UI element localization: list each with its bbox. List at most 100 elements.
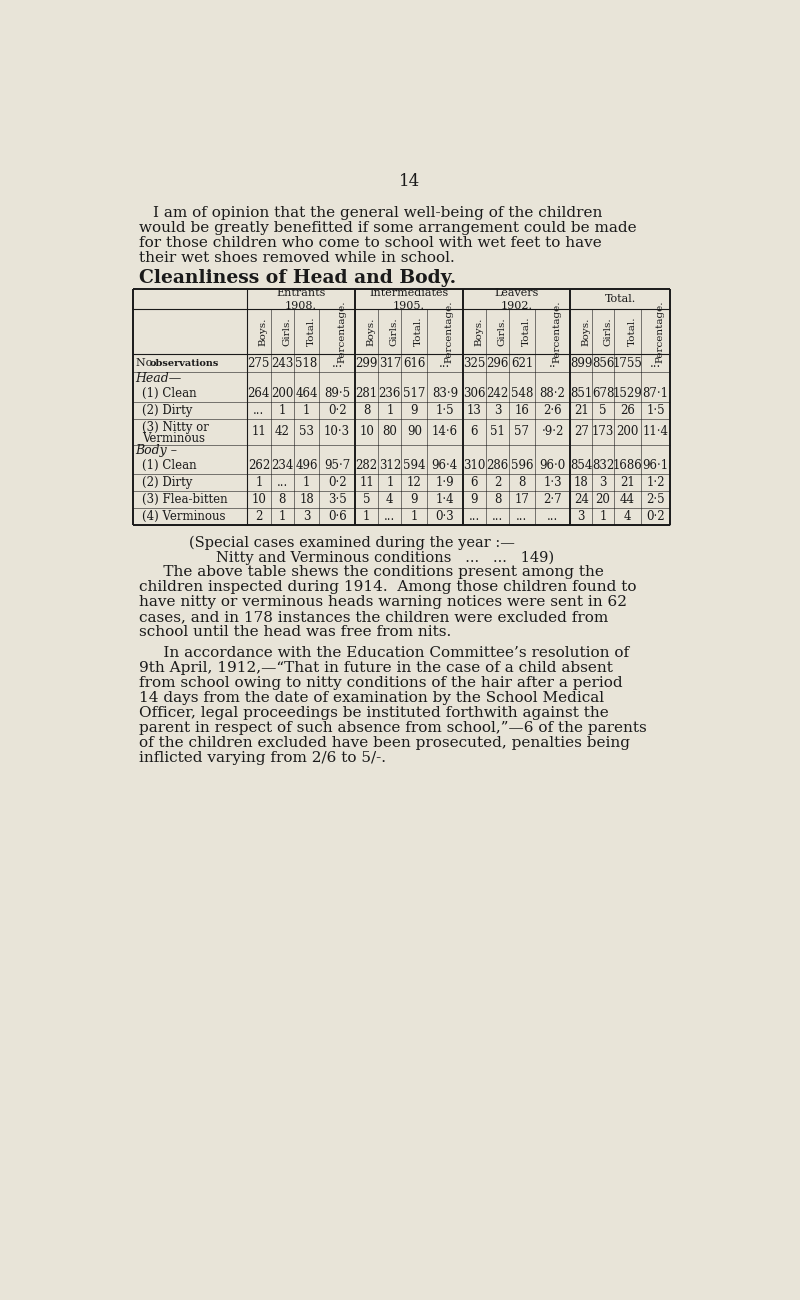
Text: have nitty or verminous heads warning notices were sent in 62: have nitty or verminous heads warning no…	[138, 595, 626, 608]
Text: (3) Flea-bitten: (3) Flea-bitten	[142, 493, 227, 506]
Text: Girls.: Girls.	[390, 317, 399, 346]
Text: 1: 1	[599, 510, 606, 523]
Text: (4) Verminous: (4) Verminous	[142, 510, 226, 523]
Text: 306: 306	[463, 386, 486, 399]
Text: The above table shews the conditions present among the: The above table shews the conditions pre…	[138, 566, 604, 578]
Text: 548: 548	[510, 386, 533, 399]
Text: 51: 51	[490, 425, 505, 438]
Text: Body –: Body –	[136, 445, 178, 458]
Text: 18: 18	[574, 476, 589, 489]
Text: (Special cases examined during the year :—: (Special cases examined during the year …	[189, 536, 515, 550]
Text: 9: 9	[410, 493, 418, 506]
Text: Girls.: Girls.	[498, 317, 506, 346]
Text: 2·6: 2·6	[543, 403, 562, 416]
Text: would be greatly benefitted if some arrangement could be made: would be greatly benefitted if some arra…	[138, 221, 636, 235]
Text: Percentage.: Percentage.	[656, 300, 665, 363]
Text: ...: ...	[384, 510, 395, 523]
Text: 10: 10	[251, 493, 266, 506]
Text: 1755: 1755	[613, 356, 642, 369]
Text: Officer, legal proceedings be instituted forthwith against the: Officer, legal proceedings be instituted…	[138, 706, 609, 720]
Text: 236: 236	[378, 386, 401, 399]
Text: Total.: Total.	[605, 294, 636, 304]
Text: 13: 13	[467, 403, 482, 416]
Text: (1) Clean: (1) Clean	[142, 459, 197, 472]
Text: Percentage.: Percentage.	[337, 300, 346, 363]
Text: 9: 9	[410, 403, 418, 416]
Text: Total.: Total.	[522, 317, 531, 346]
Text: from school owing to nitty conditions of the hair after a period: from school owing to nitty conditions of…	[138, 676, 622, 690]
Text: 57: 57	[514, 425, 530, 438]
Text: Verminous: Verminous	[142, 432, 205, 445]
Text: 4: 4	[624, 510, 631, 523]
Text: 3: 3	[494, 403, 502, 416]
Text: 1: 1	[410, 510, 418, 523]
Text: observations: observations	[150, 359, 219, 368]
Text: 594: 594	[403, 459, 426, 472]
Text: their wet shoes removed while in school.: their wet shoes removed while in school.	[138, 251, 454, 265]
Text: ...: ...	[469, 510, 480, 523]
Text: Cleanliness of Head and Body.: Cleanliness of Head and Body.	[138, 269, 456, 287]
Text: 2: 2	[255, 510, 262, 523]
Text: 243: 243	[271, 356, 294, 369]
Text: 9: 9	[470, 493, 478, 506]
Text: 80: 80	[382, 425, 398, 438]
Text: 0·2: 0·2	[328, 476, 346, 489]
Text: 517: 517	[403, 386, 426, 399]
Text: for those children who come to school with wet feet to have: for those children who come to school wi…	[138, 237, 602, 250]
Text: 264: 264	[248, 386, 270, 399]
Text: 854: 854	[570, 459, 593, 472]
Text: 299: 299	[355, 356, 378, 369]
Text: 5: 5	[599, 403, 606, 416]
Text: 10: 10	[359, 425, 374, 438]
Text: 325: 325	[463, 356, 486, 369]
Text: 899: 899	[570, 356, 593, 369]
Text: Nitty and Verminous conditions   ...   ...   149): Nitty and Verminous conditions ... ... 1…	[216, 551, 554, 566]
Text: 16: 16	[514, 403, 530, 416]
Text: 10·3: 10·3	[324, 425, 350, 438]
Text: 1: 1	[386, 476, 394, 489]
Text: 518: 518	[295, 356, 318, 369]
Text: 83·9: 83·9	[432, 386, 458, 399]
Text: 44: 44	[620, 493, 635, 506]
Text: 310: 310	[463, 459, 486, 472]
Text: (2) Dirty: (2) Dirty	[142, 403, 192, 416]
Text: Boys.: Boys.	[259, 317, 268, 346]
Text: 262: 262	[248, 459, 270, 472]
Text: 95·7: 95·7	[324, 459, 350, 472]
Text: 9th April, 1912,—“That in future in the case of a child absent: 9th April, 1912,—“That in future in the …	[138, 662, 613, 675]
Text: 851: 851	[570, 386, 593, 399]
Text: 317: 317	[378, 356, 401, 369]
Text: 1529: 1529	[613, 386, 642, 399]
Text: 1·4: 1·4	[435, 493, 454, 506]
Text: 11: 11	[251, 425, 266, 438]
Text: 4: 4	[386, 493, 394, 506]
Text: school until the head was free from nits.: school until the head was free from nits…	[138, 625, 451, 638]
Text: 0·2: 0·2	[328, 403, 346, 416]
Text: 21: 21	[574, 403, 589, 416]
Text: 1: 1	[255, 476, 262, 489]
Text: 8: 8	[518, 476, 526, 489]
Text: (2) Dirty: (2) Dirty	[142, 476, 192, 489]
Text: 24: 24	[574, 493, 589, 506]
Text: of the children excluded have been prosecuted, penalties being: of the children excluded have been prose…	[138, 736, 630, 750]
Text: 1·3: 1·3	[543, 476, 562, 489]
Text: 3: 3	[599, 476, 606, 489]
Text: 96·4: 96·4	[432, 459, 458, 472]
Text: 11: 11	[359, 476, 374, 489]
Text: Girls.: Girls.	[282, 317, 291, 346]
Text: Boys.: Boys.	[474, 317, 483, 346]
Text: 18: 18	[299, 493, 314, 506]
Text: Entrants
1908.: Entrants 1908.	[277, 287, 326, 311]
Text: 1: 1	[363, 510, 370, 523]
Text: 1: 1	[303, 403, 310, 416]
Text: 2·5: 2·5	[646, 493, 665, 506]
Text: 1·5: 1·5	[435, 403, 454, 416]
Text: 20: 20	[595, 493, 610, 506]
Text: Intermediates
1905.: Intermediates 1905.	[370, 287, 449, 311]
Text: 0·6: 0·6	[328, 510, 346, 523]
Text: ·9·2: ·9·2	[542, 425, 564, 438]
Text: 596: 596	[510, 459, 534, 472]
Text: ...: ...	[492, 510, 503, 523]
Text: 200: 200	[271, 386, 294, 399]
Text: 1: 1	[278, 510, 286, 523]
